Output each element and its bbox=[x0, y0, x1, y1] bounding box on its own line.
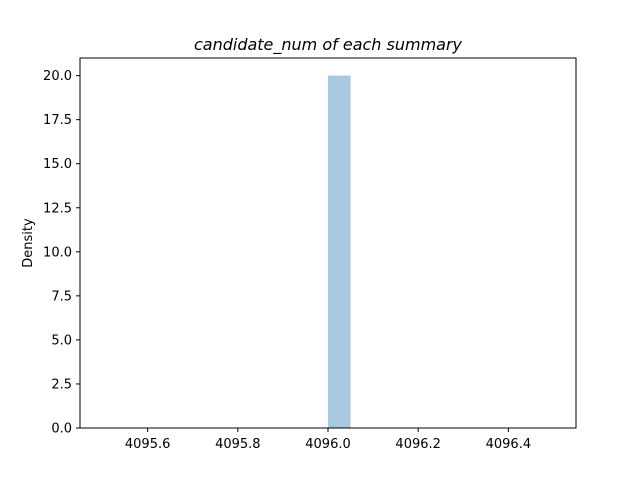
y-axis: 0.0 2.5 5.0 7.5 10.0 12.5 15.0 17.5 20.0 bbox=[43, 69, 80, 437]
x-tick-label: 4096.2 bbox=[395, 437, 441, 452]
y-tick-label: 15.0 bbox=[43, 157, 72, 172]
y-tick-label: 5.0 bbox=[51, 333, 72, 348]
x-tick-label: 4095.8 bbox=[215, 437, 261, 452]
x-tick-label: 4095.6 bbox=[125, 437, 171, 452]
bars-layer bbox=[328, 75, 351, 428]
chart-title: candidate_num of each summary bbox=[194, 35, 463, 55]
y-axis-title: Density bbox=[21, 218, 36, 268]
y-tick-label: 7.5 bbox=[51, 289, 72, 304]
y-tick-label: 20.0 bbox=[43, 69, 72, 84]
x-tick-label: 4096.0 bbox=[305, 437, 351, 452]
y-tick-label: 2.5 bbox=[51, 377, 72, 392]
histogram-bar bbox=[328, 75, 351, 428]
y-tick-label: 0.0 bbox=[51, 422, 72, 437]
y-tick-label: 10.0 bbox=[43, 245, 72, 260]
x-axis: 4095.6 4095.8 4096.0 4096.2 4096.4 bbox=[125, 428, 531, 452]
y-tick-label: 17.5 bbox=[43, 113, 72, 128]
y-tick-label: 12.5 bbox=[43, 201, 72, 216]
x-tick-label: 4096.4 bbox=[486, 437, 532, 452]
